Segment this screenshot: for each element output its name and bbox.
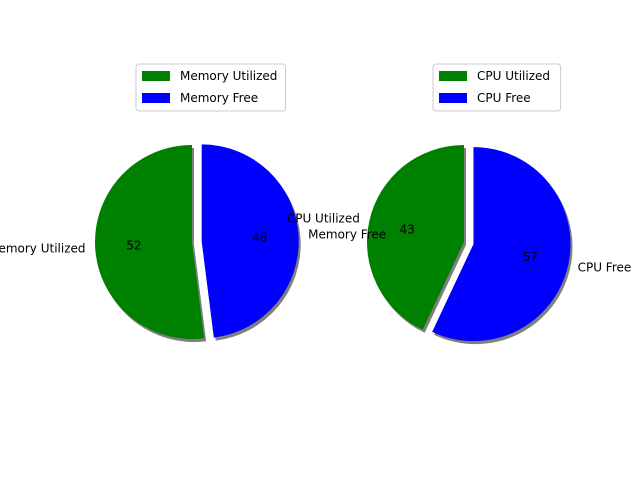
memory-free-value-label: 48 xyxy=(252,231,267,245)
cpu-utilized-slice-label: CPU Utilized xyxy=(287,212,360,226)
cpu-utilized-legend-swatch xyxy=(439,71,467,81)
memory-utilized-wedge xyxy=(95,145,205,339)
memory-utilized-value-label: 52 xyxy=(126,239,141,253)
cpu-free-wedge xyxy=(432,147,571,342)
memory-utilized-legend-label: Memory Utilized xyxy=(180,69,277,83)
memory-free-legend-swatch xyxy=(142,93,170,103)
cpu-utilized-legend-label: CPU Utilized xyxy=(477,69,550,83)
legend-2: CPU Utilized CPU Free xyxy=(432,63,562,112)
cpu-free-slice-label: CPU Free xyxy=(578,260,632,274)
label-layer: 52 Memory Utilized 48 Memory Free 43 CPU Util… xyxy=(0,212,631,275)
wedge-layer xyxy=(95,144,571,342)
legend-1: Memory Utilized Memory Free xyxy=(135,63,286,112)
memory-utilized-slice-label: Memory Utilized xyxy=(0,242,86,256)
memory-free-wedge xyxy=(201,144,299,338)
cpu-utilized-value-label: 43 xyxy=(400,222,415,236)
cpu-free-legend-label: CPU Free xyxy=(477,91,531,105)
cpu-free-value-label: 57 xyxy=(523,250,538,264)
cpu-free-legend-swatch xyxy=(439,93,467,103)
legend-box xyxy=(135,63,286,112)
memory-free-slice-label: Memory Free xyxy=(308,228,386,242)
memory-utilized-legend-swatch xyxy=(142,71,170,81)
memory-free-legend-label: Memory Free xyxy=(180,91,258,105)
cpu-utilized-wedge xyxy=(367,145,464,330)
